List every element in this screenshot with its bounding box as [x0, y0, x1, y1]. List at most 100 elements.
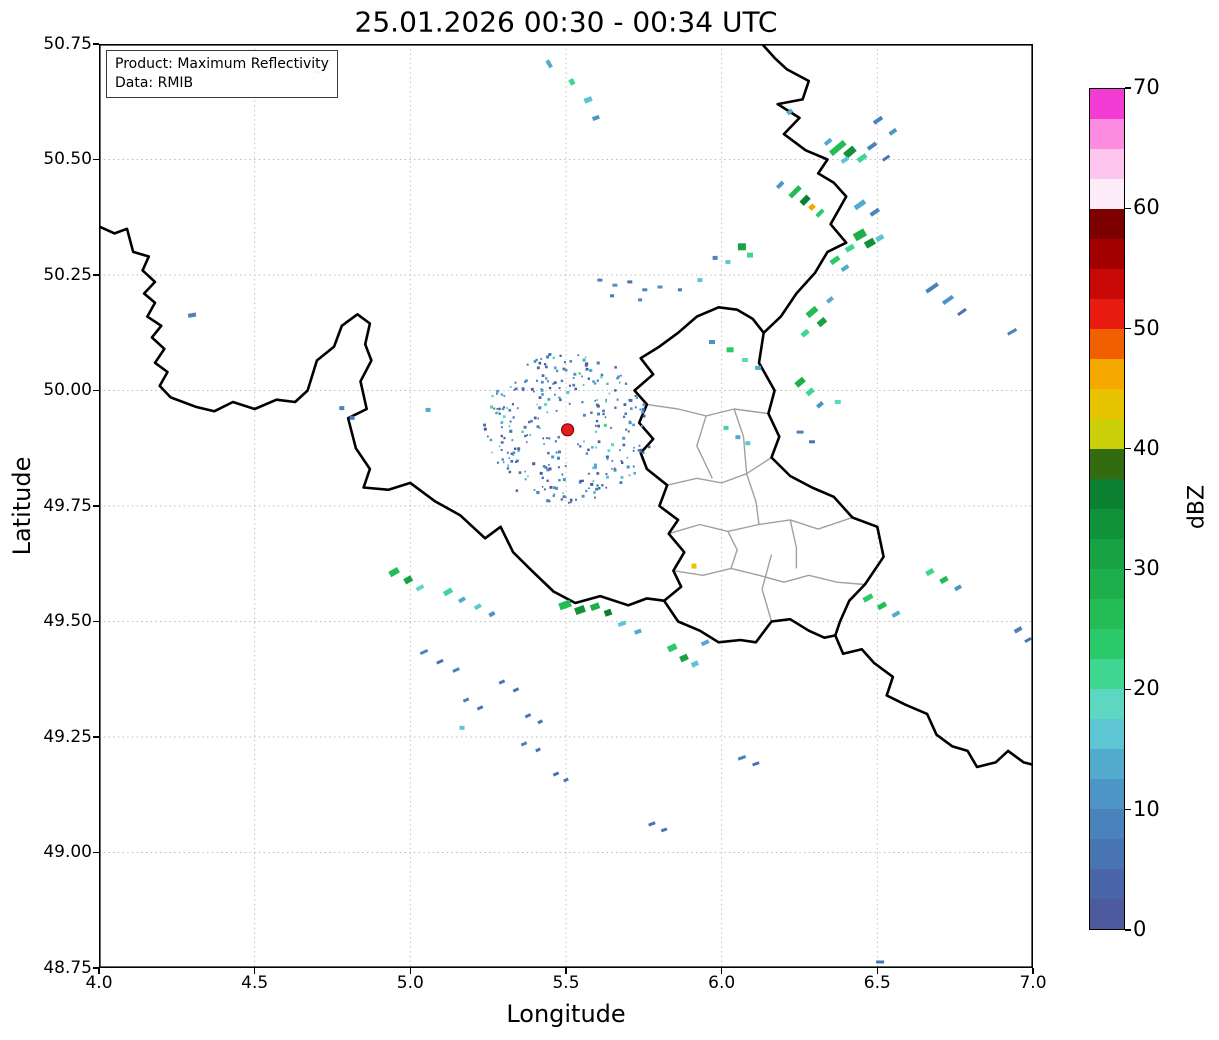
clutter-speck: [548, 437, 551, 440]
radar-echo: [679, 653, 689, 663]
x-tick-label: 5.0: [396, 973, 424, 993]
colorbar-tick-label: 30: [1133, 556, 1160, 581]
clutter-speck: [640, 450, 643, 453]
clutter-speck: [552, 494, 555, 497]
colorbar-band: [1090, 749, 1124, 779]
clutter-speck: [547, 398, 551, 401]
clutter-speck: [564, 465, 567, 467]
clutter-speck: [493, 407, 496, 410]
y-tick-label: 49.25: [43, 726, 92, 747]
clutter-speck: [564, 368, 568, 372]
clutter-speck: [559, 354, 562, 357]
clutter-speck: [556, 456, 560, 460]
x-tick-label: 5.5: [552, 973, 580, 993]
clutter-speck: [542, 465, 546, 468]
clutter-speck: [588, 487, 590, 490]
clutter-speck: [569, 360, 573, 363]
clutter-speck: [558, 479, 561, 482]
x-tick-label: 6.5: [863, 973, 891, 993]
clutter-speck: [593, 466, 597, 469]
clutter-speck: [553, 366, 557, 370]
radar-echo: [725, 260, 731, 265]
radar-echo: [657, 285, 663, 289]
radar-echo: [872, 115, 884, 125]
x-tick-label: 4.5: [241, 973, 269, 993]
clutter-speck: [546, 380, 549, 383]
clutter-speck: [530, 387, 534, 391]
clutter-speck: [606, 475, 609, 479]
radar-echo: [419, 648, 429, 656]
clutter-speck: [552, 382, 555, 385]
colorbar-band: [1090, 719, 1124, 749]
radar-echoes: [187, 59, 1032, 964]
clutter-speck: [574, 387, 577, 391]
clutter-speck: [515, 460, 517, 463]
clutter-speck: [606, 458, 609, 461]
clutter-speck: [614, 406, 617, 409]
radar-echo: [775, 180, 785, 190]
radar-echo: [800, 328, 810, 338]
clutter-speck: [516, 459, 519, 463]
radar-echo: [457, 596, 467, 604]
clutter-speck: [562, 495, 566, 498]
colorbar-band: [1090, 419, 1124, 449]
clutter-speck: [491, 451, 493, 454]
clutter-speck: [596, 472, 600, 475]
clutter-speck: [606, 382, 609, 385]
radar-echo: [633, 628, 642, 635]
clutter-speck: [514, 381, 517, 384]
radar-site-marker: [561, 423, 575, 437]
clutter-speck: [634, 406, 637, 409]
clutter-speck: [581, 494, 585, 498]
clutter-speck: [589, 368, 593, 372]
clutter-speck: [515, 489, 519, 492]
colorbar-label: dBZ: [1184, 484, 1210, 530]
clutter-speck: [517, 447, 521, 451]
radar-echo: [856, 153, 868, 164]
clutter-speck: [506, 451, 509, 454]
clutter-speck: [545, 365, 548, 369]
colorbar-band: [1090, 479, 1124, 509]
y-tick-mark: [93, 736, 99, 738]
country-border: [757, 331, 885, 637]
clutter-speck: [510, 452, 513, 455]
clutter-speck: [564, 361, 566, 364]
radar-echo: [737, 243, 746, 251]
clutter-speck: [547, 451, 550, 455]
clutter-speck: [555, 451, 558, 454]
colorbar-tick-mark: [1125, 568, 1131, 570]
clutter-speck: [597, 487, 601, 490]
radar-echo: [660, 827, 668, 833]
clutter-speck: [619, 449, 621, 452]
district-border: [761, 554, 773, 622]
clutter-speck: [592, 380, 595, 383]
clutter-speck: [642, 414, 646, 418]
y-tick-label: 50.00: [43, 380, 92, 400]
radar-echo: [537, 719, 544, 725]
radar-echo: [888, 127, 898, 136]
clutter-speck: [583, 440, 585, 443]
y-tick-label: 49.00: [43, 842, 92, 862]
clutter-speck: [641, 410, 645, 414]
clutter-speck: [639, 448, 643, 452]
clutter-speck: [536, 425, 540, 428]
y-axis-label: Latitude: [8, 456, 36, 556]
clutter-speck: [536, 491, 540, 495]
clutter-speck: [498, 412, 501, 415]
radar-echo: [840, 264, 850, 273]
clutter-speck: [613, 468, 617, 472]
clutter-speck: [514, 447, 517, 450]
radar-echo: [627, 280, 633, 284]
colorbar-band: [1090, 209, 1124, 239]
radar-echo: [808, 203, 816, 211]
clutter-speck: [617, 375, 620, 379]
colorbar-band: [1090, 869, 1124, 899]
clutter-speck: [628, 474, 631, 477]
clutter-speck: [568, 402, 571, 405]
y-tick-mark: [93, 851, 99, 854]
clutter-speck: [503, 406, 505, 409]
annotation-product-line: Product: Maximum Reflectivity: [115, 56, 329, 72]
clutter-speck: [533, 360, 537, 363]
country-borders: [97, 42, 1035, 769]
clutter-speck: [496, 392, 498, 395]
